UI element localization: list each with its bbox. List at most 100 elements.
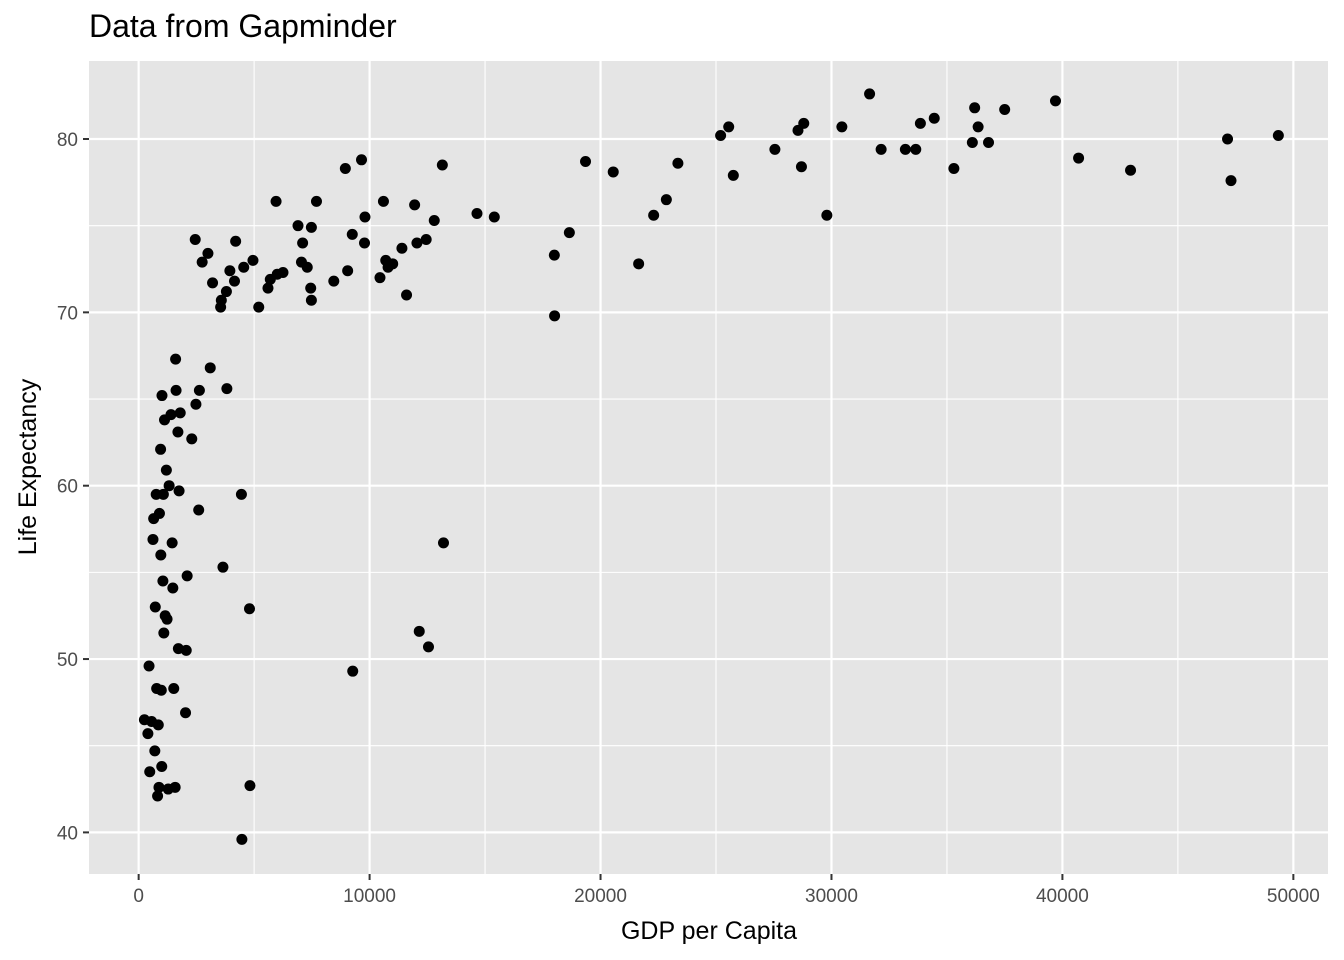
data-point (972, 121, 984, 133)
data-point (204, 362, 216, 374)
data-point (157, 488, 169, 500)
data-point (914, 117, 926, 129)
data-point (672, 157, 684, 169)
data-point (253, 301, 265, 313)
data-point (864, 88, 876, 100)
data-point (1073, 152, 1085, 164)
data-point (180, 707, 192, 719)
data-point (875, 143, 887, 155)
data-point (305, 282, 317, 294)
data-point (156, 761, 168, 773)
data-point (161, 613, 173, 625)
x-tick-label: 40000 (1036, 886, 1089, 907)
y-tick-label: 40 (57, 823, 78, 844)
data-point (158, 627, 170, 639)
data-point (172, 426, 184, 438)
data-point (144, 766, 156, 778)
data-point (488, 211, 500, 223)
data-point (167, 582, 179, 594)
data-point (563, 227, 575, 239)
y-tick-label: 70 (57, 303, 78, 324)
x-tick-label: 0 (133, 886, 144, 907)
data-point (152, 719, 164, 731)
data-point (580, 156, 592, 168)
data-point (359, 237, 371, 249)
data-point (422, 641, 434, 653)
data-point (727, 169, 739, 181)
y-tick-label: 80 (57, 130, 78, 151)
data-point (155, 443, 167, 455)
data-point (166, 537, 178, 549)
data-point (156, 390, 168, 402)
data-point (359, 211, 371, 223)
data-point (607, 166, 619, 178)
data-point (244, 780, 256, 792)
data-point (723, 121, 735, 133)
data-point (196, 256, 208, 268)
data-point (230, 235, 242, 247)
data-point (228, 275, 240, 287)
data-point (277, 266, 289, 278)
data-point (310, 195, 322, 207)
data-point (163, 480, 175, 492)
data-point (180, 644, 192, 656)
data-point (899, 143, 911, 155)
data-point (966, 136, 978, 148)
data-point (821, 209, 833, 221)
data-point (339, 162, 351, 174)
data-point (170, 384, 182, 396)
data-point (305, 294, 317, 306)
data-point (153, 507, 165, 519)
data-point (428, 214, 440, 226)
data-point (795, 161, 807, 173)
data-point (244, 603, 256, 615)
data-point (660, 194, 672, 206)
x-tick-label: 20000 (574, 886, 627, 907)
data-point (346, 228, 358, 240)
data-point (798, 117, 810, 129)
data-point (155, 684, 167, 696)
data-point (190, 398, 202, 410)
data-point (356, 154, 368, 166)
data-point (342, 265, 354, 277)
data-point (548, 249, 560, 261)
data-point (983, 136, 995, 148)
data-point (297, 237, 309, 249)
plot-panel (89, 61, 1328, 874)
data-point (305, 221, 317, 233)
data-point (221, 383, 233, 395)
data-point (1222, 133, 1234, 145)
data-point (1272, 130, 1284, 142)
data-point (155, 549, 167, 561)
data-point (217, 561, 229, 573)
y-tick-label: 60 (57, 477, 78, 498)
data-point (153, 781, 165, 793)
data-point (247, 254, 259, 266)
data-point (928, 112, 940, 124)
x-tick-label: 30000 (805, 886, 858, 907)
data-point (420, 234, 432, 246)
data-point (836, 121, 848, 133)
data-point (147, 533, 159, 545)
data-point (193, 384, 205, 396)
data-point (238, 261, 250, 273)
data-point (1225, 175, 1237, 187)
x-tick-label: 50000 (1267, 886, 1320, 907)
y-tick-label: 50 (57, 650, 78, 671)
data-point (436, 159, 448, 171)
data-point (409, 199, 421, 211)
y-axis-title: Life Expectancy (14, 378, 42, 555)
data-point (969, 102, 981, 114)
data-point (181, 570, 193, 582)
data-point (170, 353, 182, 365)
data-point (220, 286, 232, 298)
data-point (633, 258, 645, 270)
data-point (347, 665, 359, 677)
data-point (174, 407, 186, 419)
data-point (377, 195, 389, 207)
data-point (186, 433, 198, 445)
data-point (1125, 164, 1137, 176)
data-point (1049, 95, 1061, 107)
data-point (396, 242, 408, 254)
